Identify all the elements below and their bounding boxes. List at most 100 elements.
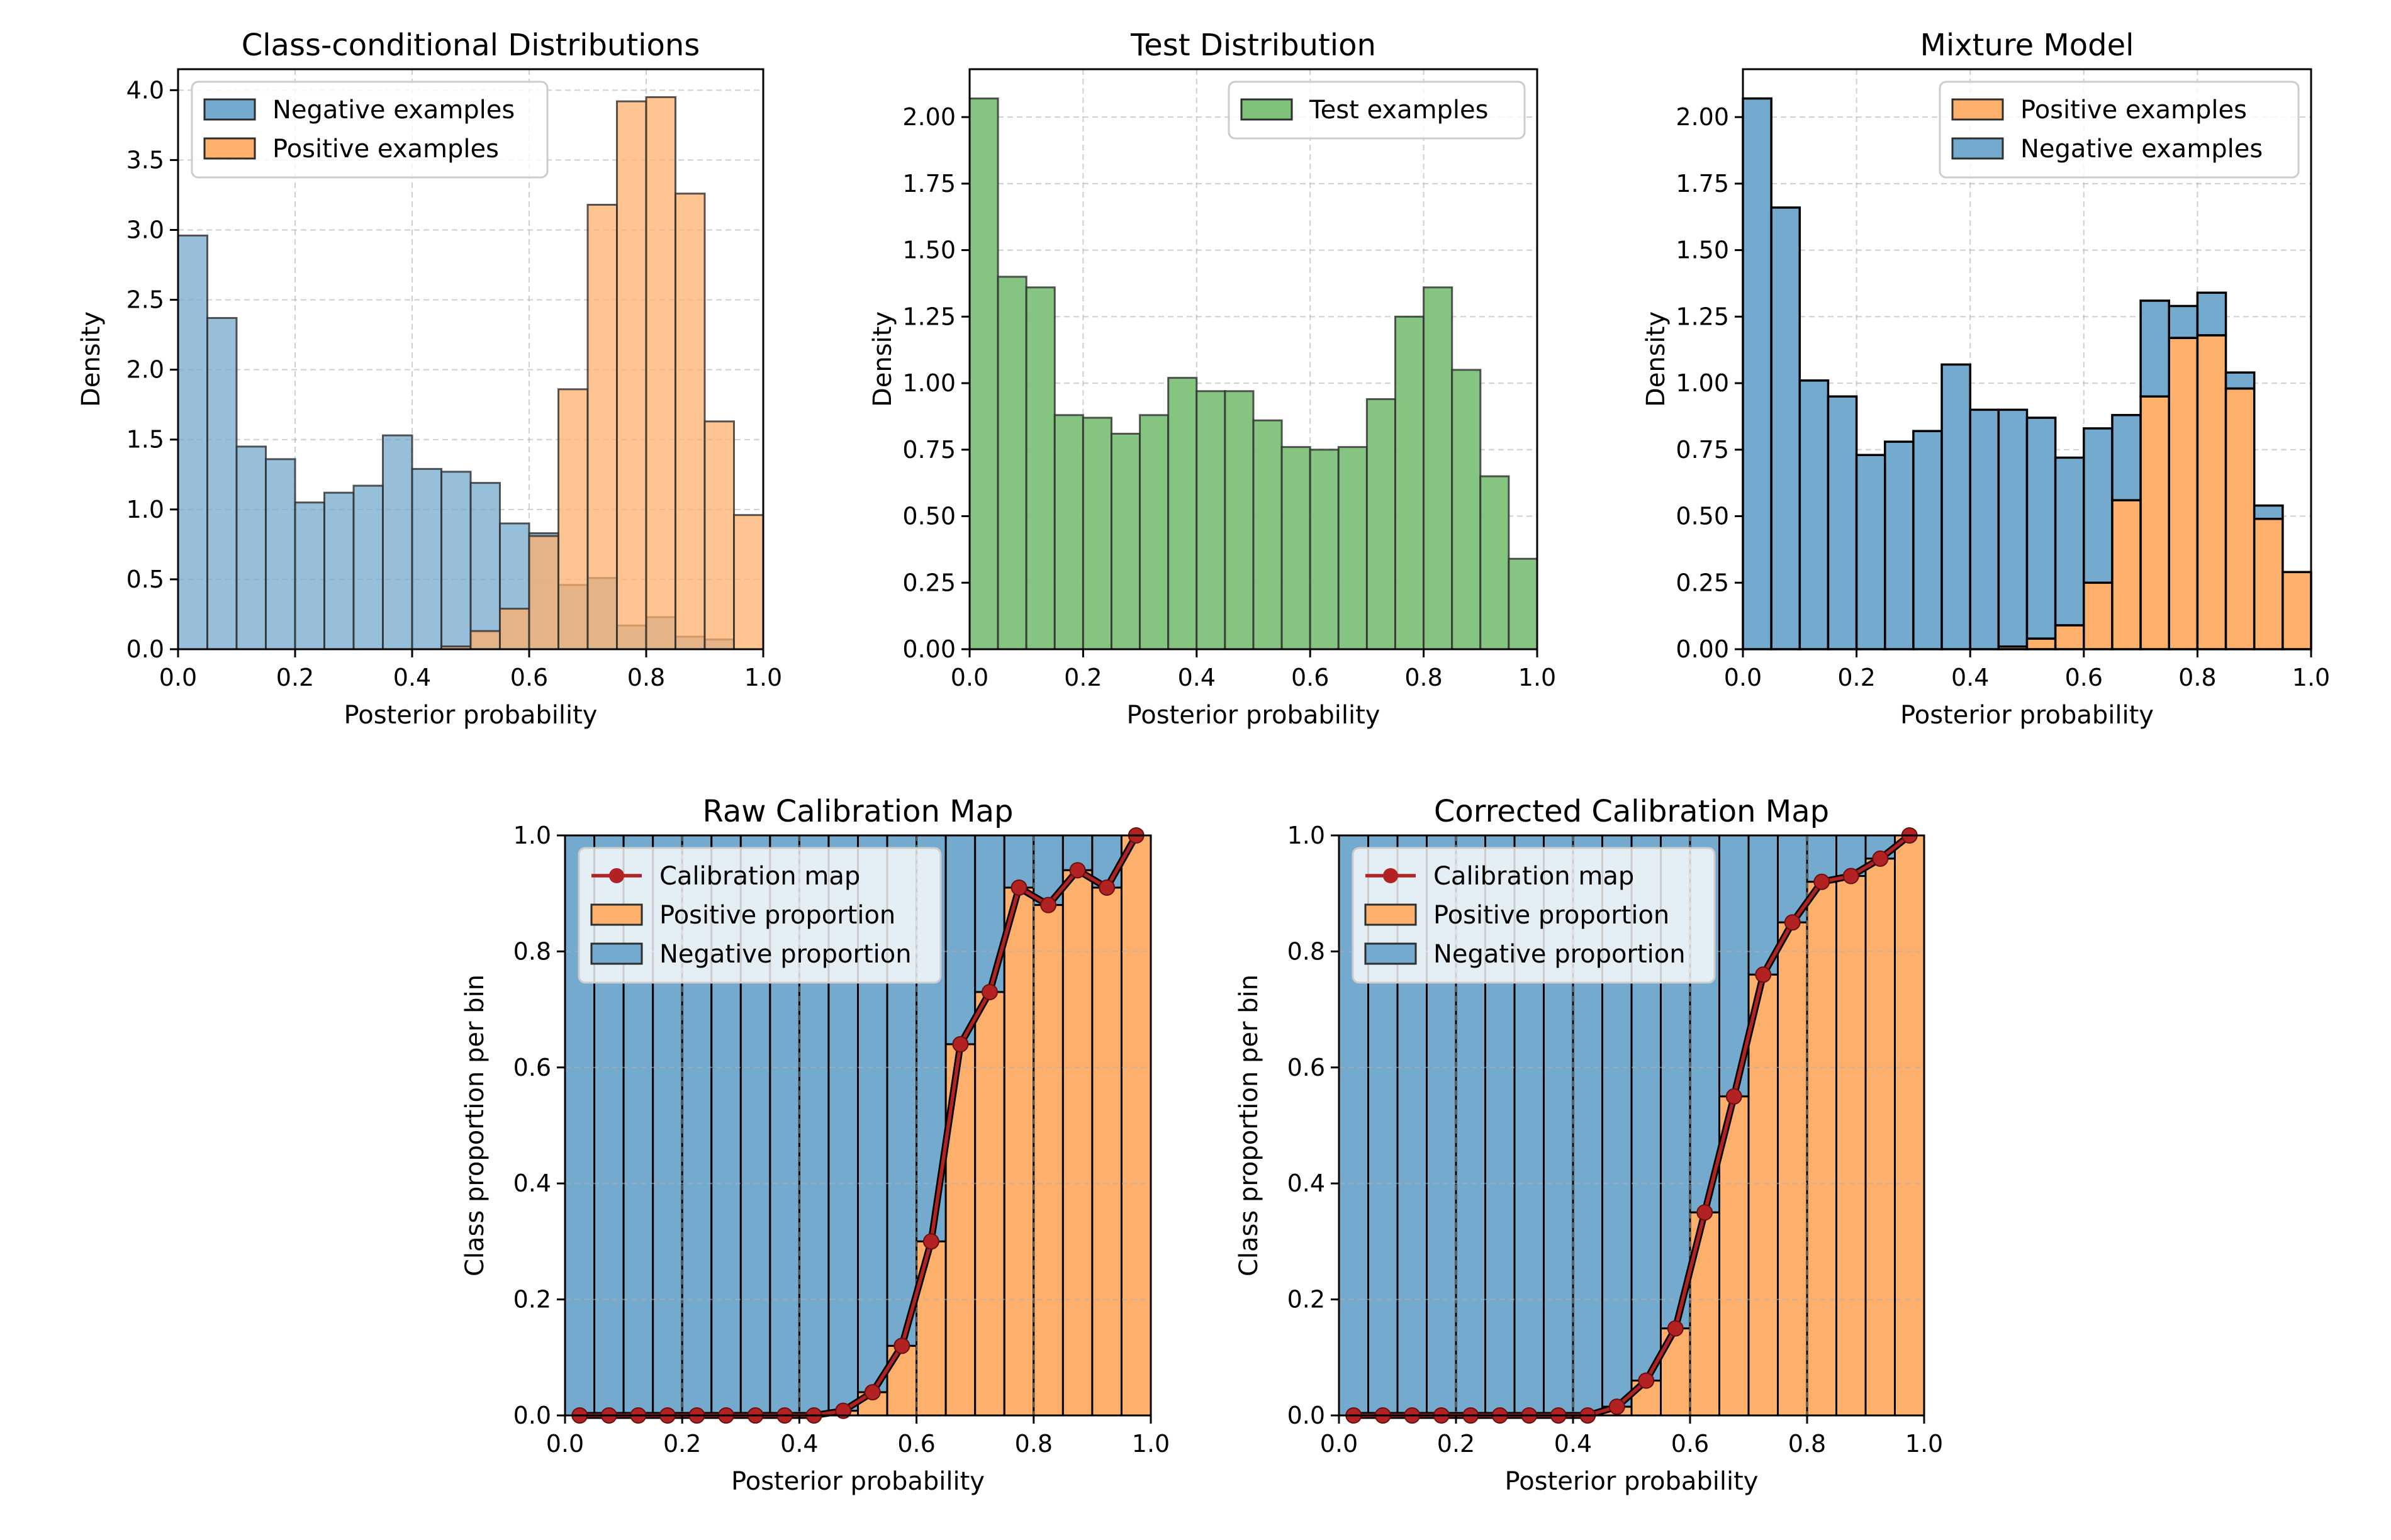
y-tick-label: 1.25 [902, 303, 956, 330]
bar-positive [528, 535, 559, 650]
bar-negative-proportion [944, 834, 977, 1046]
y-tick-label: 0.6 [1287, 1054, 1325, 1081]
bar-positive [2025, 637, 2057, 650]
calibration-point [1872, 850, 1889, 867]
bar-test [1451, 369, 1482, 650]
bar-test [1423, 286, 1453, 650]
bar-test [1025, 286, 1056, 650]
bar-positive-proportion [1003, 886, 1035, 1417]
y-tick-label: 1.50 [902, 237, 956, 264]
axes-frame [564, 834, 1152, 1417]
bar-test [1224, 390, 1255, 650]
bar-negative [1969, 408, 2000, 650]
calibration-point [1813, 873, 1830, 890]
chart-title: Test Distribution [1130, 28, 1376, 63]
bar-negative [235, 445, 267, 650]
calibration-point [864, 1384, 881, 1401]
y-tick-label: 0.8 [1287, 937, 1325, 965]
y-tick-label: 2.5 [126, 286, 164, 314]
legend-box [1228, 81, 1526, 140]
bar-positive-proportion [1835, 875, 1867, 1417]
chart-title: Mixture Model [1920, 28, 2134, 63]
bar-positive [703, 420, 735, 650]
bar-negative [2224, 371, 2256, 390]
y-tick-label: 4.0 [126, 76, 164, 104]
calibration-point [952, 1035, 969, 1052]
bar-negative [294, 501, 325, 650]
legend: Test examples [1228, 81, 1526, 140]
bar-positive-proportion [1864, 857, 1896, 1417]
y-tick-label: 0.0 [126, 635, 164, 663]
x-axis-label: Posterior probability [1127, 701, 1380, 730]
legend-marker-icon [609, 868, 624, 883]
bar-positive [2083, 581, 2114, 650]
bar-test [1082, 416, 1113, 650]
bar-test [1337, 446, 1368, 650]
x-tick-label: 0.6 [2065, 664, 2103, 691]
calibration-point [922, 1233, 939, 1250]
calibration-point [1069, 862, 1086, 879]
bar-positive [2111, 499, 2142, 650]
bar-negative [2139, 299, 2171, 398]
x-tick-label: 0.6 [510, 664, 548, 691]
y-tick-label: 1.00 [1676, 369, 1729, 397]
bar-test [1053, 414, 1084, 650]
x-tick-label: 0.8 [1404, 664, 1442, 691]
legend: Positive examples Negative examples [1939, 81, 2300, 179]
bar-negative [2196, 291, 2227, 337]
y-axis-label: Class proportion per bin [461, 974, 490, 1276]
y-tick-label: 1.0 [513, 822, 551, 849]
bar-negative [1884, 440, 1915, 650]
calibration-point [1011, 879, 1028, 896]
axes-frame [1742, 68, 2312, 650]
calibration-point [1696, 1204, 1713, 1221]
bar-positive [2253, 518, 2284, 650]
axes-frame [968, 68, 1538, 650]
x-axis-label: Posterior probability [1900, 701, 2154, 730]
bar-positive [469, 630, 501, 650]
y-tick-label: 1.75 [902, 170, 956, 198]
calibration-point [1842, 868, 1859, 884]
y-tick-label: 0.50 [902, 503, 956, 530]
bar-positive-proportion [974, 991, 1005, 1417]
bar-negative [1827, 395, 1858, 650]
x-tick-label: 0.6 [1291, 664, 1329, 691]
x-tick-label: 0.2 [1437, 1430, 1475, 1458]
y-tick-label: 0.5 [126, 566, 164, 593]
bar-negative [469, 482, 501, 650]
bar-test [1394, 315, 1425, 650]
bar-negative [2054, 456, 2085, 627]
bar-test [1365, 398, 1396, 650]
x-tick-label: 0.6 [1671, 1430, 1709, 1458]
bar-positive [2282, 571, 2312, 650]
x-tick-label: 1.0 [1132, 1430, 1170, 1458]
calibration-point [981, 983, 998, 1000]
y-tick-label: 0.00 [902, 635, 956, 663]
bar-negative [1997, 408, 2029, 648]
legend-patch-icon [1364, 903, 1417, 926]
x-tick-label: 0.8 [627, 664, 665, 691]
legend-patch-icon [590, 942, 643, 965]
bar-positive [616, 100, 647, 650]
bar-test [1280, 446, 1311, 650]
x-tick-label: 1.0 [1905, 1430, 1943, 1458]
bar-test [1139, 414, 1170, 650]
calibration-point [1667, 1320, 1684, 1337]
bar-positive-proportion [1091, 886, 1123, 1417]
bar-negative [2025, 416, 2057, 640]
y-tick-label: 1.75 [1676, 170, 1729, 198]
bar-positive-proportion [1033, 904, 1064, 1417]
calibration-point [1638, 1372, 1655, 1389]
legend-label: Negative proportion [1433, 940, 1686, 969]
bar-test [968, 98, 999, 650]
bar-positive [2054, 624, 2085, 650]
legend-box [578, 847, 942, 984]
x-tick-label: 0.2 [663, 1430, 701, 1458]
legend-box [1352, 847, 1716, 984]
chart-corrected-calibration: 0.0 0.2 0.4 0.6 0.8 1.0 0.0 0.2 0.4 0.6 0.8 1.0 Corr… [1235, 794, 1943, 1496]
x-tick-label: 1.0 [2292, 664, 2330, 691]
bar-test [1508, 557, 1538, 650]
legend-box [1939, 81, 2300, 179]
bar-positive-proportion [1061, 869, 1094, 1417]
